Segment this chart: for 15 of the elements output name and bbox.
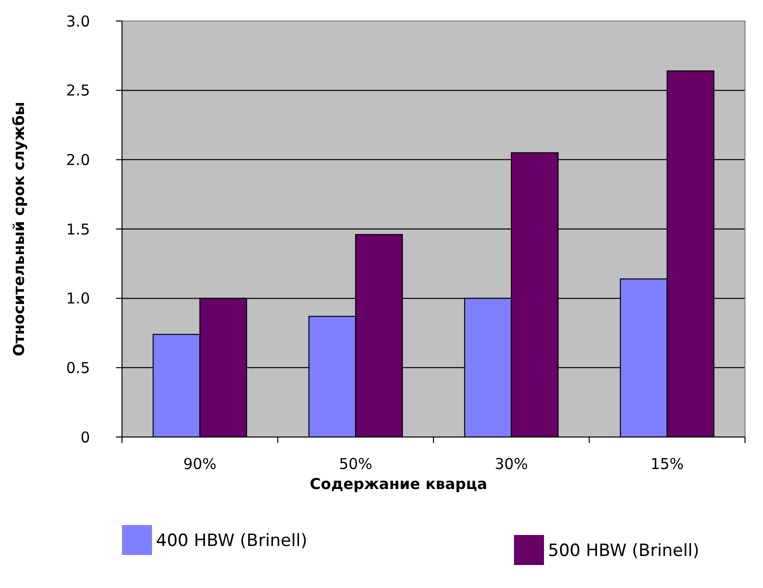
- y-tick-label: 0.5: [66, 358, 90, 377]
- y-tick-label: 2.5: [66, 82, 90, 100]
- y-tick-label: 1.0: [66, 290, 90, 308]
- legend-label: 400 HBW (Brinell): [156, 530, 308, 551]
- x-tick-label: 15%: [650, 455, 684, 473]
- y-tick-label: 1.5: [66, 220, 90, 238]
- y-tick-label: 2.0: [66, 150, 90, 169]
- x-tick-label: 30%: [494, 455, 528, 473]
- x-tick-label: 50%: [338, 455, 372, 473]
- y-axis-title: Относительный срок службы: [10, 102, 28, 356]
- y-tick-label: 3.0: [66, 12, 90, 30]
- x-axis-title: Содержание кварца: [310, 475, 488, 493]
- x-tick-label: 90%: [183, 455, 217, 473]
- legend-label: 500 HBW (Brinell): [548, 540, 700, 561]
- y-tick-label: 0: [80, 428, 90, 446]
